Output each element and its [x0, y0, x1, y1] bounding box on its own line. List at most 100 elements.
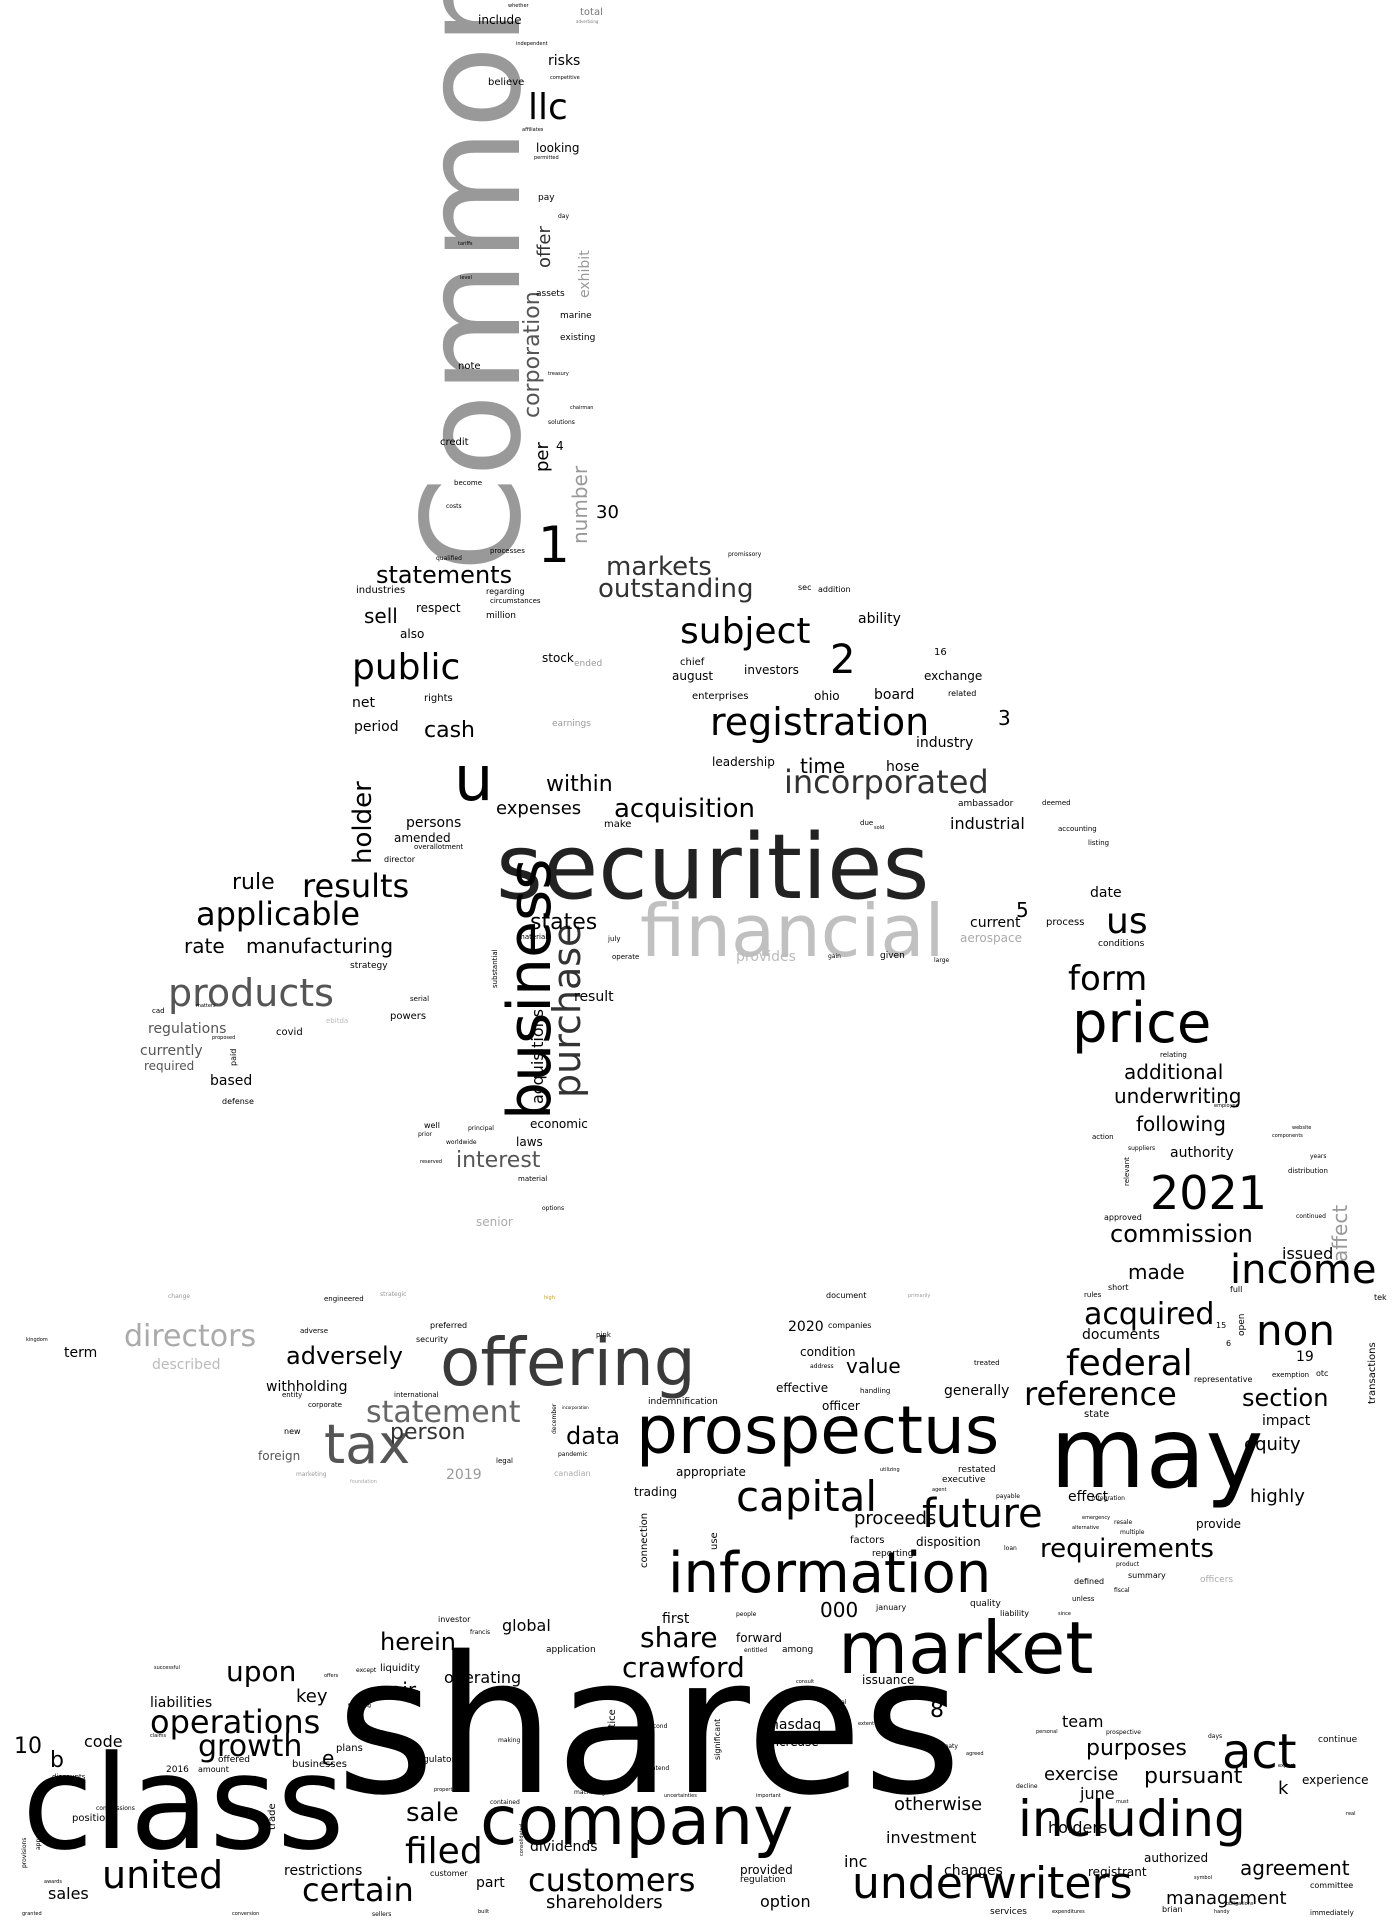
word-board: board [874, 687, 915, 703]
word-high: high [544, 1295, 555, 1301]
word-effect: effect [1068, 1489, 1109, 1505]
word-symbol: symbol [1194, 1875, 1213, 1881]
word-legal: legal [496, 1457, 513, 1465]
word-representative: representative [1194, 1375, 1253, 1384]
word-agreement: agreement [1240, 1856, 1350, 1880]
word-experience: experience [1302, 1773, 1369, 1787]
word-proceeds: proceeds [854, 1508, 937, 1529]
word-well: well [424, 1121, 440, 1130]
word-whether: whether [508, 3, 529, 9]
word-30: 30 [596, 502, 619, 523]
word-subject: subject [680, 611, 811, 652]
word-canadian: canadian [554, 1469, 591, 1478]
word-document: document [826, 1291, 867, 1300]
word-earnings: earnings [552, 719, 591, 729]
word-overallotment: overallotment [414, 843, 464, 851]
word-effective: effective [776, 1381, 829, 1395]
word-services: services [990, 1907, 1027, 1917]
word-security: security [416, 1335, 448, 1344]
word-use: use [709, 1532, 720, 1550]
word-8: 8 [930, 1698, 944, 1723]
word-hose: hose [886, 759, 920, 775]
word-prior: prior [418, 1131, 433, 1138]
word-believe: believe [488, 77, 525, 88]
word-acquired: acquired [1084, 1297, 1215, 1332]
word-include: include [478, 13, 522, 27]
word-restrictions: restrictions [284, 1863, 363, 1879]
word-authorized: authorized [1144, 1851, 1209, 1865]
word-19: 19 [1296, 1349, 1314, 1365]
word-outstanding: outstanding [598, 574, 754, 604]
word-personal: personal [1036, 1729, 1058, 1735]
word-u: u [454, 742, 494, 815]
word-proposed: proposed [212, 1035, 236, 1041]
word-public: public [352, 647, 461, 688]
word-states: states [530, 910, 598, 935]
word-k: k [1278, 1778, 1289, 1799]
word-executive: executive [942, 1475, 986, 1485]
word-adversely: adversely [286, 1342, 403, 1370]
word-trade: trade [267, 1803, 278, 1830]
word-2021: 2021 [1150, 1166, 1268, 1220]
word-shareholders: shareholders [546, 1892, 663, 1913]
word-gain: gain [828, 953, 841, 960]
word-day: day [558, 213, 570, 220]
word-global: global [502, 1616, 551, 1635]
word-regulation: regulation [740, 1875, 786, 1885]
word-intend: intend [650, 1765, 670, 1772]
word-investors: investors [744, 663, 799, 677]
word-time: time [800, 754, 846, 778]
word-e: e [322, 1746, 335, 1770]
word-currently: currently [140, 1043, 203, 1059]
word-requirements: requirements [1040, 1534, 1214, 1564]
word-suppliers: suppliers [1128, 1145, 1156, 1152]
word-since: since [1058, 1611, 1071, 1617]
word-described: described [152, 1357, 221, 1373]
word-brian: brian [1162, 1905, 1183, 1914]
word-underwriters: underwriters [852, 1858, 1133, 1909]
word-statements: statements [376, 561, 513, 589]
word-purchase: purchase [545, 923, 589, 1098]
word-accounting: accounting [1058, 825, 1097, 833]
word-person: person [390, 1420, 466, 1445]
word-securities: securities [496, 815, 930, 920]
word-first: first [662, 1611, 690, 1627]
word-investment: investment [886, 1828, 977, 1847]
word-treated: treated [974, 1359, 1000, 1367]
word-companies: companies [828, 1321, 872, 1330]
word-offers: offers [324, 1673, 339, 1679]
word-persons: persons [406, 815, 462, 831]
word-1: 1 [538, 516, 570, 574]
word-july: july [608, 935, 621, 943]
word-strategic: strategic [380, 1291, 407, 1298]
word-quality: quality [970, 1599, 1001, 1609]
word-principal: principal [468, 1125, 494, 1132]
word-plans: plans [336, 1743, 363, 1754]
word-consolidated: consolidated [519, 1824, 525, 1856]
word-credit: credit [440, 437, 469, 448]
word-registration: registration [710, 700, 930, 744]
word-sec: sec [798, 583, 812, 592]
word-tek: tek [1374, 1293, 1387, 1302]
word-large: large [934, 957, 950, 964]
word-class: class [22, 1727, 345, 1879]
word-issuance: issuance [862, 1673, 915, 1687]
word-decline: decline [1016, 1783, 1038, 1790]
word-within: within [546, 772, 613, 797]
word-4: 4 [556, 439, 564, 453]
word-international: international [394, 1391, 439, 1399]
word-act: act [1222, 1724, 1297, 1780]
word-entitled: entitled [744, 1647, 768, 1654]
word-fiscal: fiscal [1114, 1587, 1130, 1594]
word-ambassador: ambassador [958, 799, 1014, 809]
word-state: state [1084, 1409, 1110, 1420]
word-independent: independent [516, 41, 548, 47]
word-increase: increase [768, 1735, 819, 1749]
word-including: including [1018, 1790, 1246, 1848]
word-sellers: sellers [372, 1911, 392, 1918]
word-llc: llc [528, 87, 568, 128]
word-offer: offer [534, 226, 555, 268]
word-processes: processes [490, 547, 525, 555]
word-part: part [476, 1875, 505, 1891]
word-form: form [1068, 959, 1148, 999]
